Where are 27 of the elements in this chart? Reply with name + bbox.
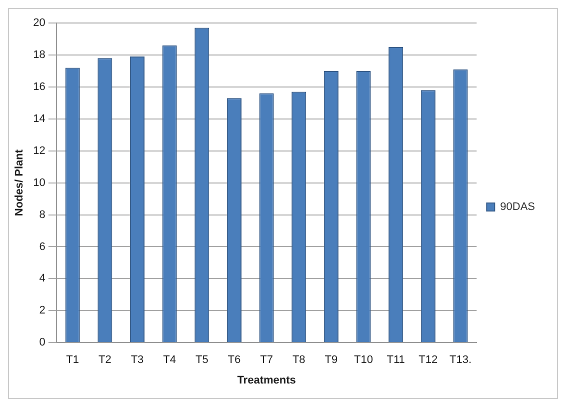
x-tick-label: T4 xyxy=(163,354,176,366)
y-tick-label: 16 xyxy=(33,80,46,93)
y-tick-label: 18 xyxy=(33,48,46,61)
x-tick-label: T2 xyxy=(98,354,112,366)
x-tick-label: T5 xyxy=(195,354,208,366)
x-axis-title: Treatments xyxy=(237,374,296,386)
y-tick-label: 4 xyxy=(39,272,46,285)
x-tick-label: T10 xyxy=(354,354,373,366)
legend-label: 90DAS xyxy=(500,201,536,214)
x-tick-label: T9 xyxy=(324,354,338,366)
x-tick-label: T1 xyxy=(66,354,80,366)
y-tick-label: 6 xyxy=(39,240,46,253)
x-tick-label: T8 xyxy=(292,354,306,366)
x-tick-label: T3 xyxy=(130,354,144,366)
y-tick-label: 20 xyxy=(33,17,46,30)
x-tick-label: T12 xyxy=(418,354,438,366)
y-axis-title: Nodes/ Plant xyxy=(14,149,26,216)
x-tick-label: T13. xyxy=(449,354,472,366)
y-tick-label: 14 xyxy=(33,112,46,125)
y-tick-label: 0 xyxy=(39,336,46,349)
y-tick-label: 12 xyxy=(33,144,46,157)
x-tick-label: T6 xyxy=(228,354,241,366)
y-tick-label: 10 xyxy=(33,176,46,189)
x-tick-label: T7 xyxy=(260,354,273,366)
y-tick-label: 2 xyxy=(39,304,46,317)
x-tick-label: T11 xyxy=(386,354,405,366)
y-tick-label: 8 xyxy=(39,208,46,221)
